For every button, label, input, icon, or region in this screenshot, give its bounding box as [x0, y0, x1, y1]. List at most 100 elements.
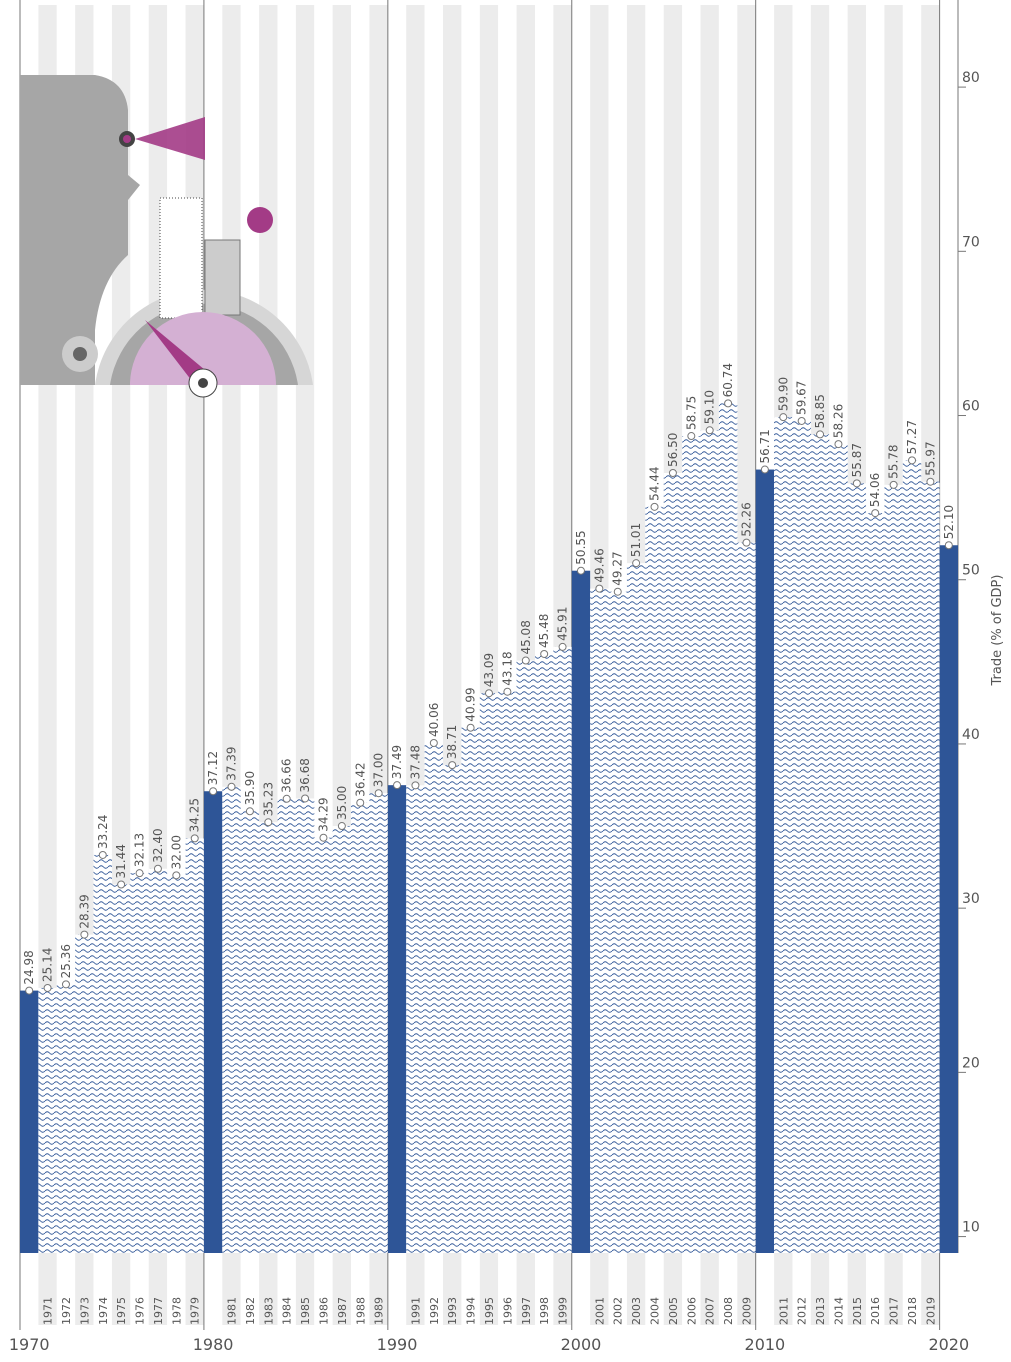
x-tick-label: 2013	[814, 1297, 827, 1325]
value-label: 54.44	[648, 466, 662, 500]
point-marker	[44, 984, 51, 991]
y-tick-label: 40	[962, 727, 980, 743]
value-label: 58.85	[813, 394, 827, 428]
bar	[756, 470, 774, 1253]
point-marker	[375, 790, 382, 797]
point-marker	[890, 481, 897, 488]
value-label: 32.13	[133, 833, 147, 867]
point-marker	[357, 799, 364, 806]
x-tick-label: 1983	[262, 1297, 275, 1325]
x-tick-label: 1970	[9, 1335, 50, 1354]
value-label: 36.42	[353, 762, 367, 796]
value-label: 60.74	[721, 363, 735, 397]
x-tick-label: 2020	[928, 1335, 969, 1354]
value-label: 59.67	[795, 381, 809, 415]
x-tick-label: 1971	[42, 1297, 55, 1325]
chart: 24.9825.1425.3628.3933.2431.4432.1332.40…	[0, 0, 1011, 1358]
y-tick-label: 20	[962, 1055, 980, 1071]
x-tick-label: 1985	[299, 1297, 312, 1325]
x-tick-label: 2006	[685, 1297, 698, 1325]
x-tick-label: 2019	[924, 1297, 937, 1325]
value-label: 37.39	[225, 746, 239, 780]
value-label: 37.48	[408, 745, 422, 779]
bar	[903, 460, 921, 1253]
bar	[590, 589, 608, 1253]
value-label: 56.50	[666, 433, 680, 467]
bar	[461, 728, 479, 1253]
point-marker	[338, 823, 345, 830]
value-label: 24.98	[22, 950, 36, 984]
point-marker	[118, 881, 125, 888]
x-tick-label: 2003	[630, 1297, 643, 1325]
value-label: 57.27	[905, 420, 919, 454]
x-tick-label: 2000	[561, 1335, 602, 1354]
point-marker	[486, 690, 493, 697]
x-tick-label: 1980	[193, 1335, 234, 1354]
value-label: 55.97	[923, 441, 937, 475]
bar	[388, 785, 406, 1253]
point-marker	[927, 478, 934, 485]
point-marker	[706, 427, 713, 434]
y-tick-label: 70	[962, 234, 980, 250]
point-marker	[173, 872, 180, 879]
point-marker	[541, 650, 548, 657]
x-tick-label: 2011	[777, 1297, 790, 1325]
value-label: 55.78	[887, 444, 901, 478]
x-tick-label: 2017	[888, 1297, 901, 1325]
value-label: 31.44	[114, 844, 128, 878]
point-marker	[761, 466, 768, 473]
value-label: 49.27	[611, 551, 625, 585]
value-label: 54.06	[868, 473, 882, 507]
value-label: 50.55	[574, 530, 588, 564]
point-marker	[81, 931, 88, 938]
value-label: 55.87	[850, 443, 864, 477]
bar	[296, 798, 314, 1253]
value-label: 37.12	[206, 751, 220, 785]
bar	[664, 473, 682, 1253]
bar	[682, 436, 700, 1253]
x-tick-label: 1996	[501, 1297, 514, 1325]
point-marker	[688, 433, 695, 440]
point-marker	[62, 981, 69, 988]
x-tick-label: 2016	[869, 1297, 882, 1325]
value-label: 36.66	[280, 758, 294, 792]
value-label: 59.90	[776, 377, 790, 411]
value-label: 37.00	[372, 753, 386, 787]
value-label: 52.10	[942, 505, 956, 539]
value-label: 25.14	[41, 948, 55, 982]
y-tick-label: 30	[962, 891, 980, 907]
bar	[112, 885, 130, 1253]
value-label: 35.23	[261, 782, 275, 816]
value-label: 49.46	[592, 548, 606, 582]
bar	[149, 869, 167, 1253]
x-tick-label: 1984	[281, 1297, 294, 1325]
bar	[406, 785, 424, 1253]
x-tick-label: 1995	[483, 1297, 496, 1325]
point-marker	[596, 585, 603, 592]
y-tick-label: 50	[962, 563, 980, 579]
x-tick-label: 1992	[428, 1297, 441, 1325]
point-marker	[872, 510, 879, 517]
bar	[701, 430, 719, 1253]
x-tick-label: 1988	[354, 1297, 367, 1325]
x-tick-label: 2005	[667, 1297, 680, 1325]
value-label: 32.00	[169, 835, 183, 869]
x-tick-label: 2001	[593, 1297, 606, 1325]
bar	[75, 935, 93, 1253]
bar	[277, 799, 295, 1253]
x-tick-label: 1979	[189, 1297, 202, 1325]
bar	[517, 661, 535, 1253]
point-marker	[522, 657, 529, 664]
bar	[38, 988, 56, 1253]
bar	[57, 984, 75, 1253]
point-marker	[577, 567, 584, 574]
bar	[940, 545, 958, 1253]
point-marker	[191, 835, 198, 842]
point-marker	[909, 457, 916, 464]
point-marker	[559, 643, 566, 650]
bar	[130, 873, 148, 1253]
value-label: 25.36	[59, 944, 73, 978]
bar	[443, 765, 461, 1253]
x-tick-label: 1998	[538, 1297, 551, 1325]
bar	[222, 787, 240, 1253]
